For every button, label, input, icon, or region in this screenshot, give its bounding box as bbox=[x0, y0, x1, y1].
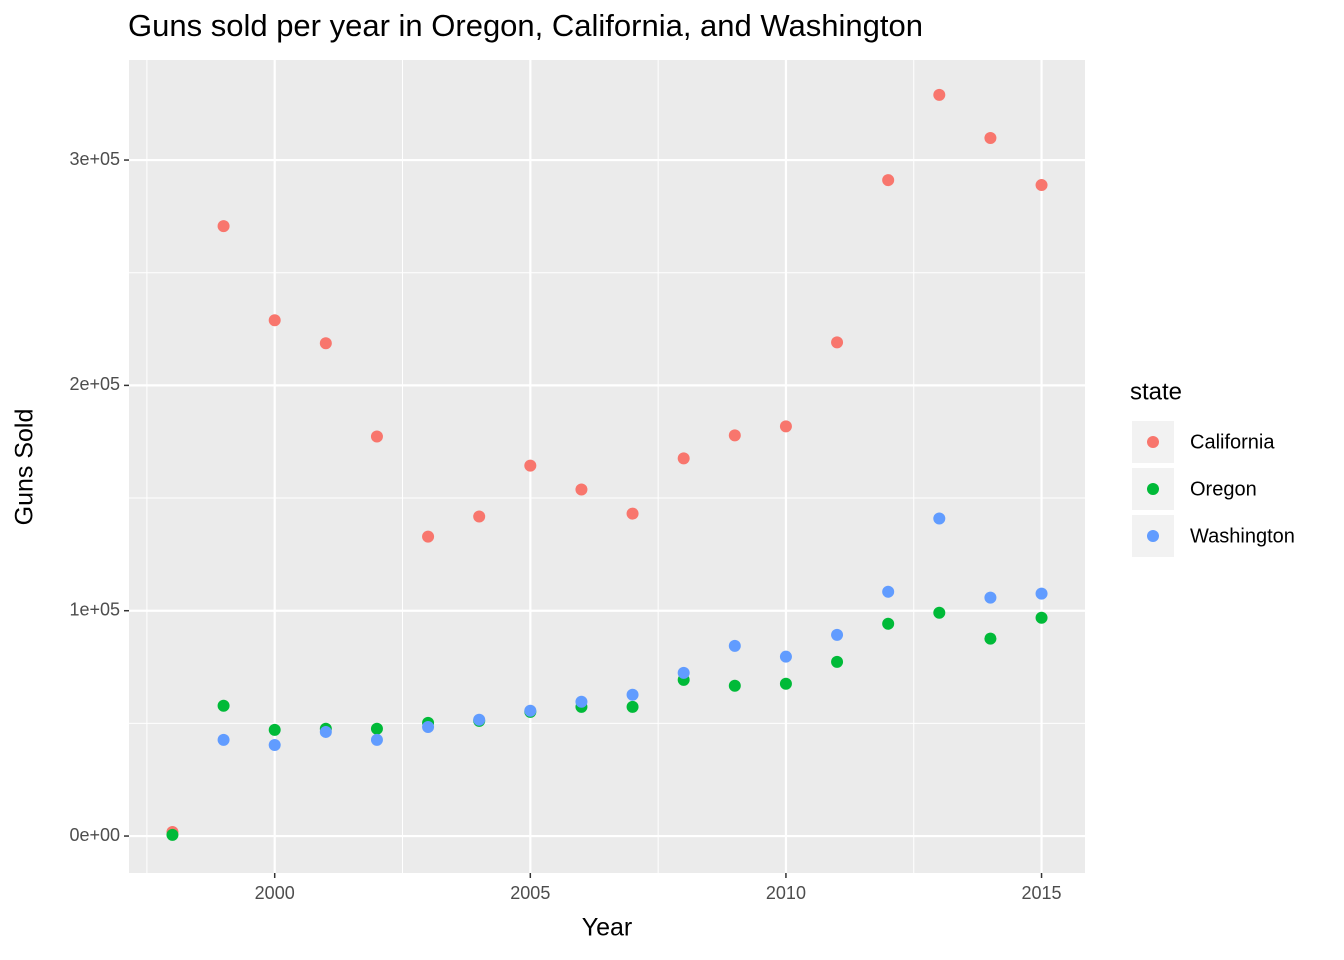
point bbox=[473, 713, 486, 726]
point bbox=[984, 591, 997, 604]
legend-label: Washington bbox=[1190, 525, 1295, 547]
point bbox=[728, 679, 741, 692]
point bbox=[882, 174, 895, 187]
point bbox=[831, 628, 844, 641]
y-tick-label: 3e+05 bbox=[69, 149, 120, 169]
point bbox=[1035, 587, 1048, 600]
legend-label: Oregon bbox=[1190, 478, 1257, 500]
point bbox=[524, 704, 537, 717]
point bbox=[779, 650, 792, 663]
point bbox=[831, 336, 844, 349]
y-tick-label: 1e+05 bbox=[69, 599, 120, 619]
point bbox=[933, 512, 946, 525]
point bbox=[626, 507, 639, 520]
point bbox=[268, 314, 281, 327]
point bbox=[677, 666, 690, 679]
point bbox=[370, 430, 383, 443]
legend-marker bbox=[1147, 436, 1159, 448]
point bbox=[319, 337, 332, 350]
x-tick-label: 2000 bbox=[255, 883, 295, 903]
point bbox=[473, 510, 486, 523]
point bbox=[831, 655, 844, 668]
point bbox=[268, 739, 281, 752]
x-tick-label: 2015 bbox=[1022, 883, 1062, 903]
point bbox=[728, 429, 741, 442]
point bbox=[626, 688, 639, 701]
point bbox=[984, 131, 997, 144]
point bbox=[217, 733, 230, 746]
legend-marker bbox=[1147, 483, 1159, 495]
x-axis-label: Year bbox=[582, 914, 633, 942]
point bbox=[882, 617, 895, 630]
point bbox=[575, 483, 588, 496]
point bbox=[677, 452, 690, 465]
legend-marker bbox=[1147, 530, 1159, 542]
point bbox=[933, 606, 946, 619]
point bbox=[779, 420, 792, 433]
point bbox=[217, 699, 230, 712]
point bbox=[1035, 611, 1048, 624]
x-tick-label: 2010 bbox=[766, 883, 806, 903]
y-axis-label: Guns Sold bbox=[11, 409, 39, 526]
point bbox=[626, 700, 639, 713]
point bbox=[370, 722, 383, 735]
x-tick-label: 2005 bbox=[510, 883, 550, 903]
point bbox=[166, 828, 179, 841]
point bbox=[422, 530, 435, 543]
y-tick-label: 2e+05 bbox=[69, 374, 120, 394]
point bbox=[319, 725, 332, 738]
point bbox=[575, 695, 588, 708]
legend-title: state bbox=[1130, 378, 1182, 405]
point bbox=[524, 459, 537, 472]
point bbox=[728, 639, 741, 652]
point bbox=[1035, 179, 1048, 192]
point bbox=[268, 723, 281, 736]
y-tick-label: 0e+00 bbox=[69, 825, 120, 845]
point bbox=[882, 585, 895, 598]
plot-panel bbox=[129, 60, 1085, 873]
point bbox=[422, 720, 435, 733]
point bbox=[779, 677, 792, 690]
legend-label: California bbox=[1190, 431, 1275, 453]
point bbox=[217, 220, 230, 233]
point bbox=[370, 733, 383, 746]
point bbox=[933, 88, 946, 101]
point bbox=[984, 632, 997, 645]
chart-title: Guns sold per year in Oregon, California… bbox=[128, 8, 923, 43]
